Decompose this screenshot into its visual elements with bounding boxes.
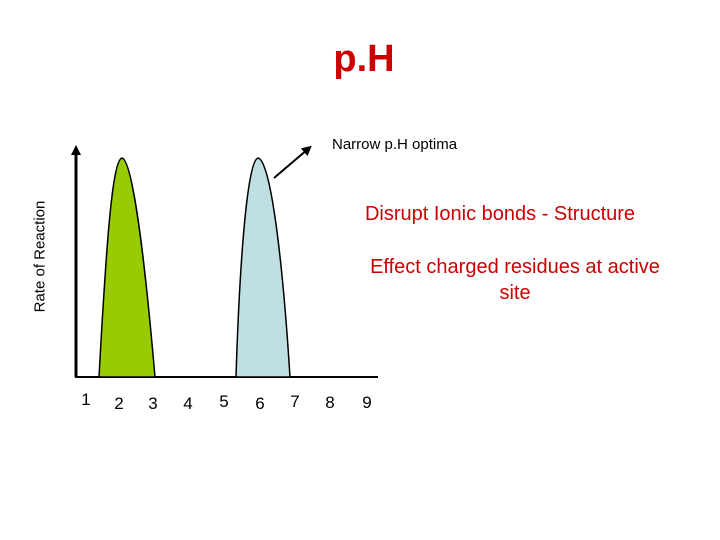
- tick-label: 7: [290, 392, 300, 411]
- tick-label: 8: [325, 393, 335, 412]
- annotation-arrow: [273, 145, 312, 179]
- disrupt-ionic-bonds-note: Disrupt Ionic bonds - Structure: [364, 203, 636, 225]
- peak-green: [98, 157, 156, 378]
- tick-label: 2: [114, 394, 124, 413]
- tick-label: 4: [183, 394, 193, 413]
- y-axis-label: Rate of Reaction: [31, 200, 49, 313]
- peak-blue: [235, 157, 291, 378]
- tick-label: 5: [219, 392, 229, 411]
- narrow-ph-optima-label: Narrow p.H optima: [332, 136, 458, 153]
- tick-label: 6: [255, 394, 265, 413]
- tick-label: 1: [81, 390, 91, 409]
- effect-note-line1: Effect charged residues at active: [370, 256, 660, 278]
- tick-label: 3: [148, 394, 158, 413]
- effect-note-line2: site: [499, 282, 531, 304]
- tick-label: 9: [362, 393, 372, 412]
- page-title: p.H: [333, 38, 395, 80]
- effect-charged-residues-note: Effect charged residues at active site: [330, 254, 700, 306]
